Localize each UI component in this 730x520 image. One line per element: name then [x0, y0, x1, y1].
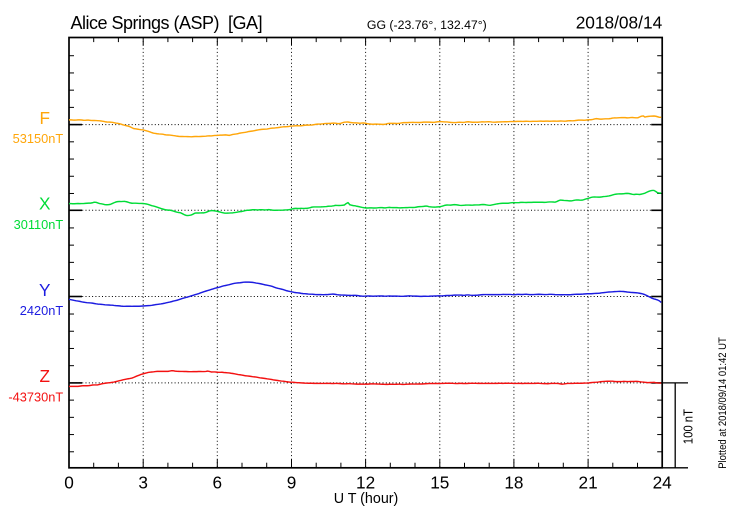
svg-text:21: 21: [579, 473, 598, 493]
svg-text:3: 3: [138, 473, 148, 493]
svg-text:GG (-23.76°, 132.47°): GG (-23.76°, 132.47°): [367, 18, 487, 32]
svg-text:Alice Springs (ASP) [GA]: Alice Springs (ASP) [GA]: [71, 13, 263, 33]
svg-text:6: 6: [213, 473, 223, 493]
svg-text:30110nT: 30110nT: [14, 217, 64, 232]
svg-text:F: F: [39, 108, 50, 128]
svg-text:Y: Y: [39, 280, 51, 300]
svg-text:100 nT: 100 nT: [681, 409, 696, 444]
svg-text:Plotted at 2018/09/14 01:42 UT: Plotted at 2018/09/14 01:42 UT: [717, 337, 729, 469]
svg-text:15: 15: [430, 473, 449, 493]
svg-text:53150nT: 53150nT: [13, 131, 64, 146]
svg-text:Z: Z: [39, 366, 50, 386]
svg-text:18: 18: [504, 473, 523, 493]
svg-text:-43730nT: -43730nT: [8, 389, 63, 404]
svg-text:2018/08/14: 2018/08/14: [576, 12, 663, 32]
svg-text:0: 0: [64, 473, 74, 493]
svg-text:2420nT: 2420nT: [20, 303, 64, 318]
svg-text:24: 24: [653, 473, 673, 493]
svg-text:U T (hour): U T (hour): [334, 491, 399, 507]
svg-text:9: 9: [287, 473, 297, 493]
svg-text:X: X: [39, 194, 51, 214]
svg-text:12: 12: [356, 473, 375, 493]
